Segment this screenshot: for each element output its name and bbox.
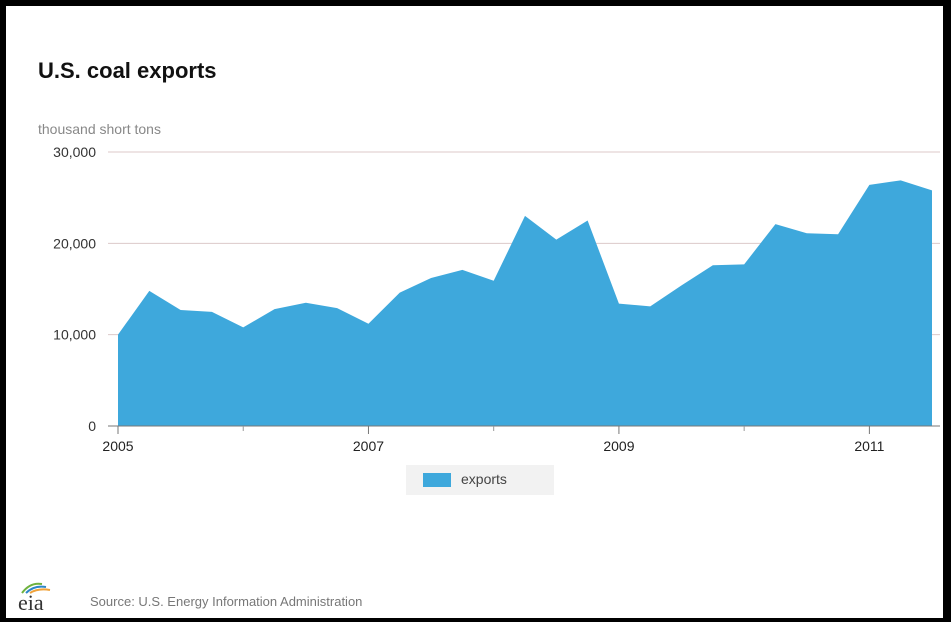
y-tick-label: 10,000: [53, 327, 96, 343]
y-tick-label: 0: [88, 418, 96, 434]
eia-logo: eia: [18, 580, 58, 615]
legend-label-exports: exports: [461, 471, 507, 487]
series-layer: [118, 180, 932, 426]
y-axis-unit-label: thousand short tons: [38, 121, 161, 137]
legend-swatch-exports: [423, 473, 451, 487]
x-tick-label: 2009: [603, 438, 634, 454]
chart-title: U.S. coal exports: [38, 58, 217, 83]
series-area-exports: [118, 180, 932, 426]
x-tick-label: 2007: [353, 438, 384, 454]
logo-arc-icon: [21, 582, 51, 594]
axes: 0 10,000 20,000 30,000 2005 2007 2009 2011: [53, 144, 940, 454]
y-tick-label: 30,000: [53, 144, 96, 160]
legend: exports: [406, 465, 554, 495]
logo-text: eia: [18, 590, 44, 615]
source-note: Source: U.S. Energy Information Administ…: [90, 594, 363, 609]
y-tick-label: 20,000: [53, 235, 96, 251]
x-tick-label: 2011: [854, 438, 884, 454]
x-tick-label: 2005: [102, 438, 133, 454]
